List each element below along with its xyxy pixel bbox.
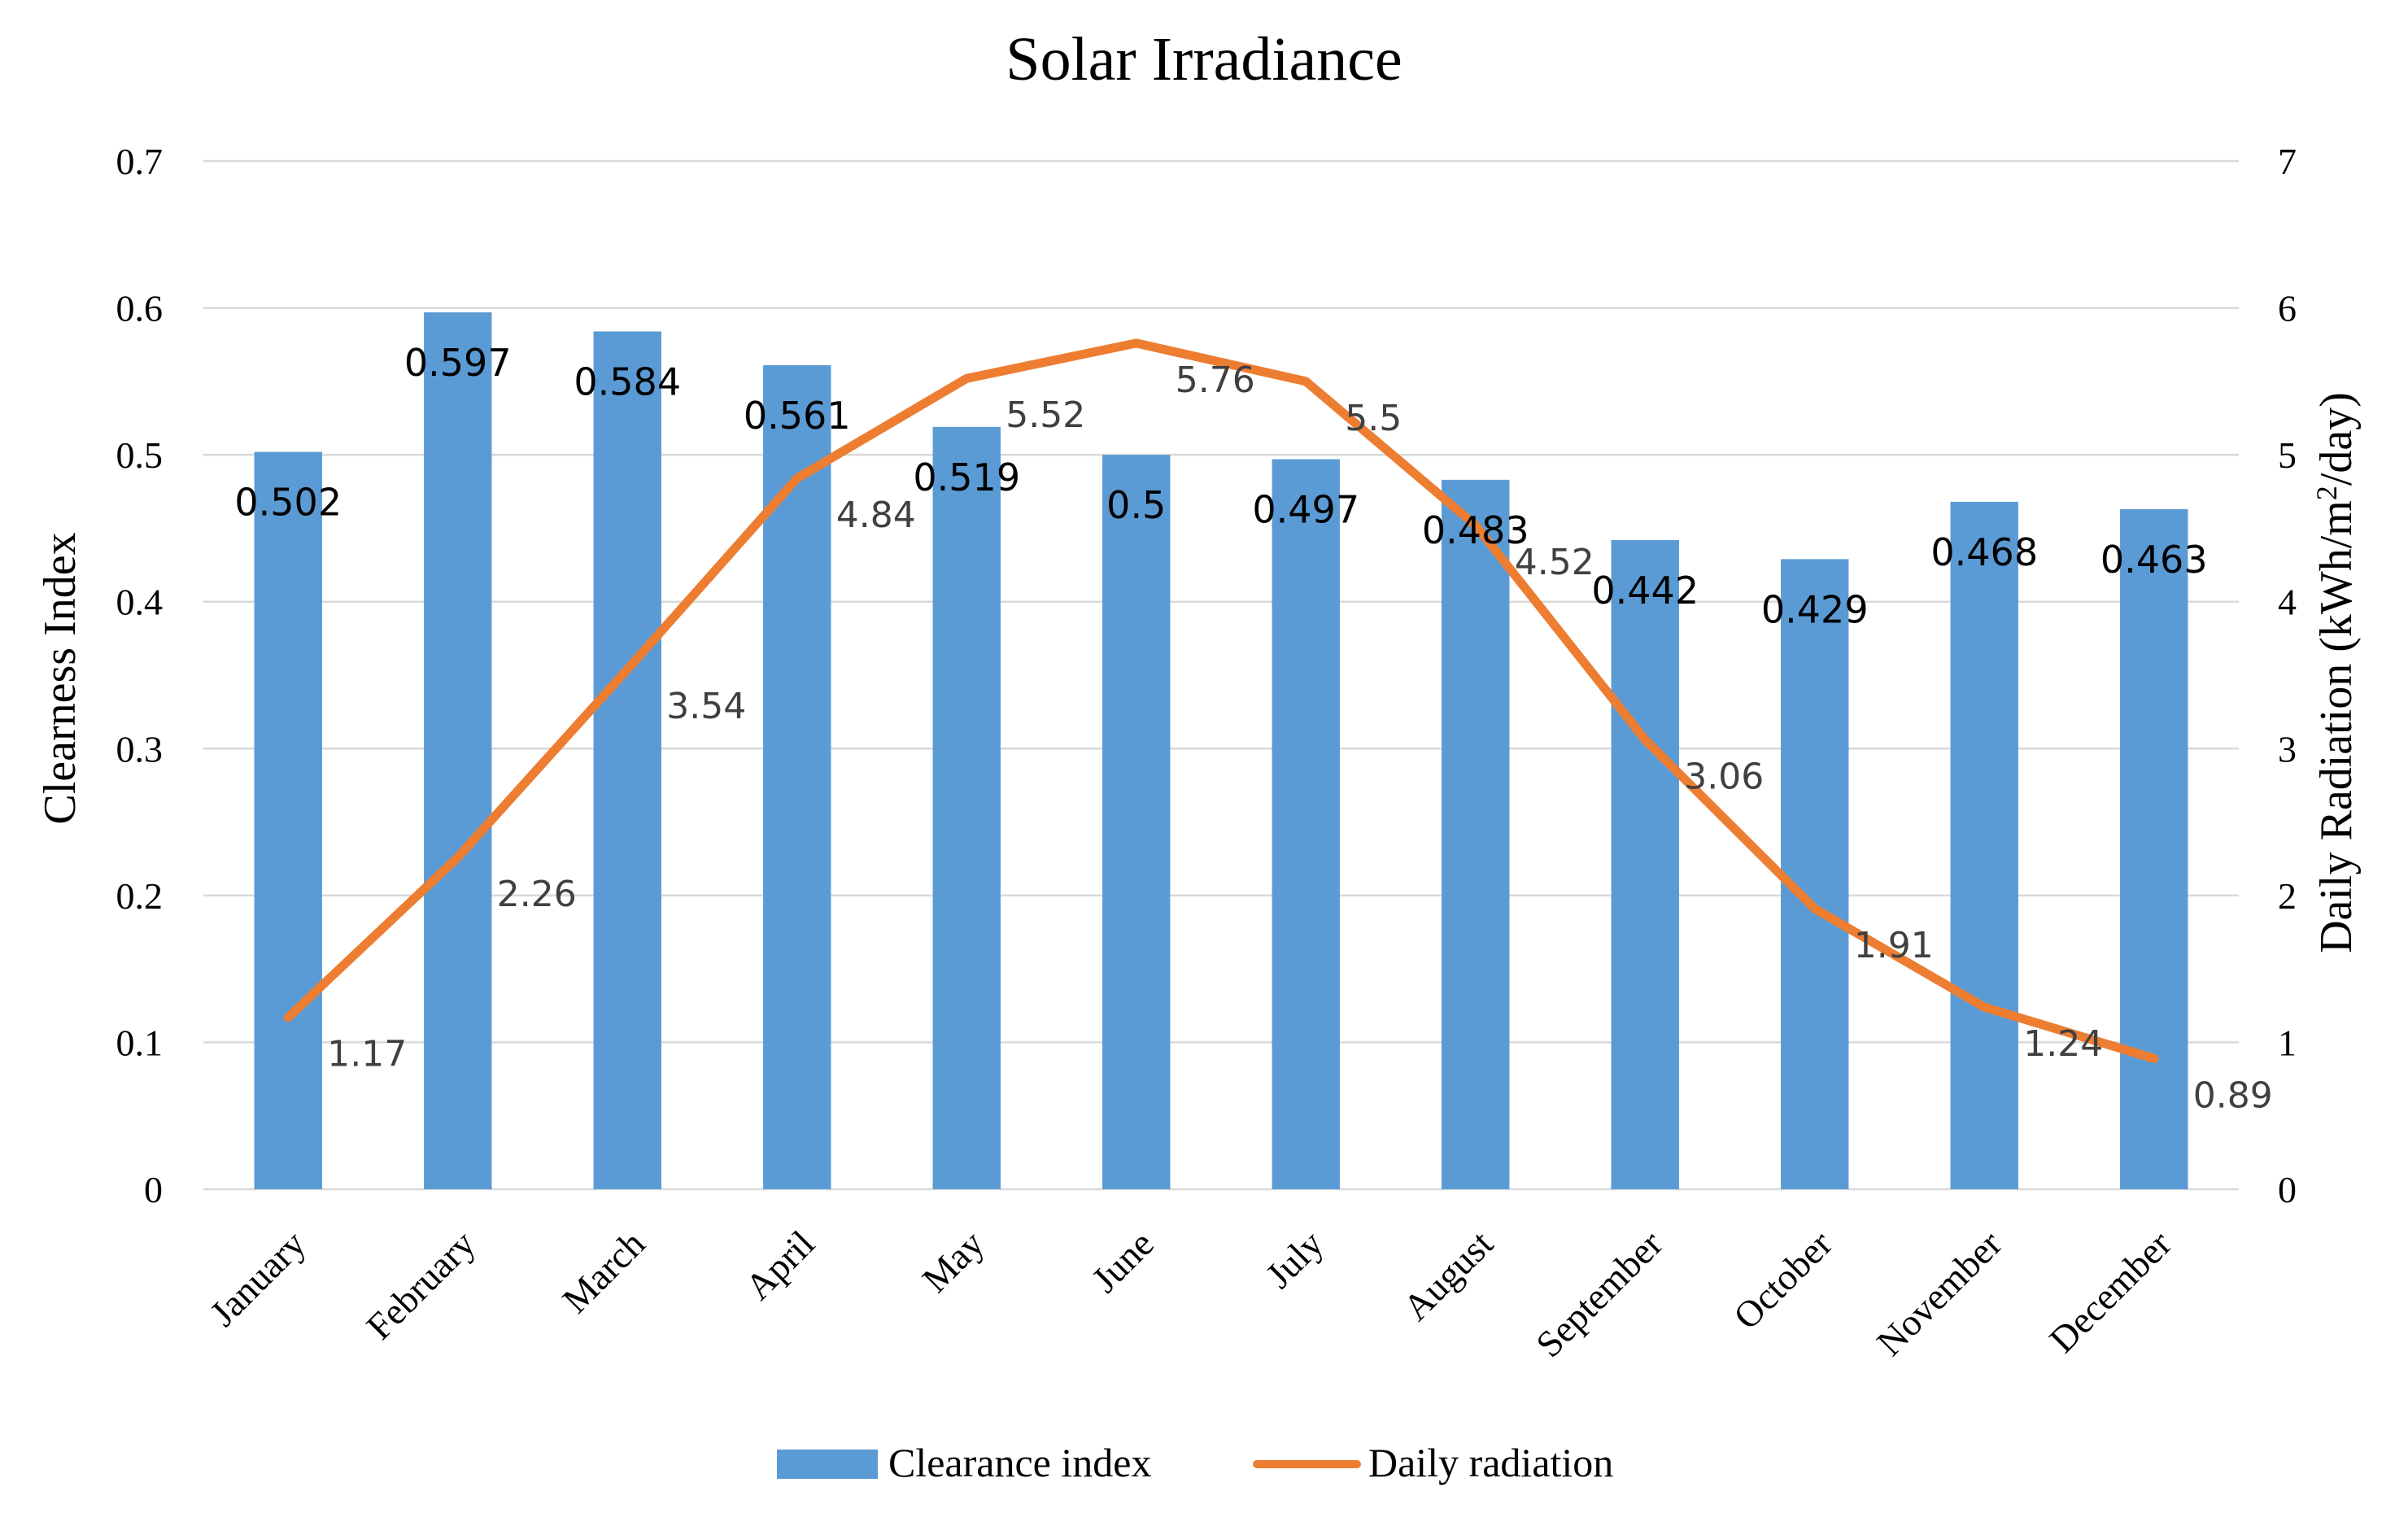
bar-value-label: 0.442 [1591,569,1699,613]
line-value-label: 0.89 [2193,1075,2273,1116]
gridlines [203,159,2239,1191]
left-tick-label: 0.5 [116,434,164,476]
category-label: April [737,1223,822,1308]
left-tick-label: 0.6 [116,288,164,329]
bar-value-label: 0.519 [913,456,1020,499]
bar-value-label: 0.463 [2100,538,2208,582]
bar-value-label: 0.468 [1930,530,2038,574]
line-value-label: 1.17 [327,1034,407,1075]
left-tick-label: 0.2 [116,875,164,917]
right-axis-title-unit-end: /day) [2311,392,2362,486]
left-tick-label: 0.7 [116,141,164,182]
bar-september [1611,539,1679,1189]
line-value-label: 2.26 [497,874,577,915]
line-value-label: 1.91 [1854,925,1934,966]
line-value-label: 3.06 [1684,756,1764,797]
category-label: March [554,1223,652,1321]
bar-october [1781,559,1849,1189]
daily-radiation-line [283,338,2159,1063]
category-label: December [2041,1223,2179,1361]
bar-value-label: 0.561 [744,394,851,438]
right-tick-label: 0 [2278,1169,2297,1210]
line-value-label: 5.5 [1345,398,1402,439]
line-value-label: 5.52 [1006,395,1085,436]
bar-value-label: 0.584 [574,360,681,403]
bar-value-label: 0.429 [1761,587,1869,631]
line-value-label: 4.84 [836,495,916,536]
clearance-index-bars [254,312,2188,1190]
bar-value-label: 0.502 [234,481,342,525]
category-label: September [1528,1223,1670,1365]
right-tick-label: 7 [2278,141,2297,182]
bar-august [1442,479,1510,1189]
bar-may [932,426,1001,1189]
category-label: January [202,1223,313,1334]
legend-label-clearance-index: Clearance index [888,1440,1151,1485]
bar-january [254,451,322,1189]
bar-november [1950,501,2018,1189]
category-label: July [1258,1223,1331,1296]
right-axis-title-main: Daily Radiation (kWh/m [2311,500,2362,953]
left-axis-title: Clearness Index [35,532,85,824]
left-tick-label: 0.1 [116,1022,164,1063]
bar-value-label: 0.5 [1106,483,1166,527]
daily-radiation-data-labels: 1.17 2.26 3.54 4.84 5.52 5.76 5.5 4.52 3.06 1.91 1… [327,360,2272,1116]
bar-july [1272,459,1340,1189]
bar-december [2120,508,2188,1189]
bar-june [1102,455,1171,1189]
right-tick-label: 2 [2278,875,2297,917]
right-tick-label: 5 [2278,434,2297,476]
left-tick-label: 0 [144,1169,163,1210]
line-value-label: 1.24 [2023,1023,2103,1065]
left-tick-label: 0.4 [116,582,164,623]
x-axis-category-labels: January February March April May June July Augu… [202,1223,2179,1365]
bar-value-label: 0.497 [1252,488,1359,532]
category-label: February [358,1223,482,1347]
clearance-index-data-labels: 0.502 0.597 0.584 0.561 0.519 0.5 0.497 0.483 0.… [234,341,2207,631]
line-value-label: 3.54 [666,686,746,727]
legend: Clearance index Daily radiation [777,1440,1613,1485]
legend-label-daily-radiation: Daily radiation [1368,1440,1613,1485]
category-label: June [1084,1223,1162,1301]
bar-value-label: 0.483 [1422,508,1529,552]
line-value-label: 5.76 [1176,360,1255,401]
legend-swatch-clearance-index [777,1450,878,1479]
right-axis-ticks: 0 1 2 3 4 5 6 7 [2278,141,2297,1210]
right-axis-title: Daily Radiation (kWh/m2/day) [2310,392,2362,953]
bar-april [763,364,831,1190]
right-axis-title-superscript: 2 [2310,486,2343,500]
line-value-label: 4.52 [1515,542,1594,583]
right-tick-label: 1 [2278,1022,2297,1063]
right-tick-label: 6 [2278,288,2297,329]
right-tick-label: 4 [2278,582,2297,623]
bar-march [593,331,661,1189]
category-label: October [1725,1223,1840,1337]
daily-radiation-line-group [283,338,2159,1063]
left-tick-label: 0.3 [116,728,164,770]
chart-title: Solar Irradiance [1006,25,1402,94]
category-label: November [1869,1223,2009,1363]
category-label: May [914,1223,992,1301]
left-axis-ticks: 0 0.1 0.2 0.3 0.4 0.5 0.6 0.7 [116,141,164,1210]
category-label: August [1395,1223,1501,1328]
bar-value-label: 0.597 [404,341,512,385]
right-tick-label: 3 [2278,728,2297,770]
bar-february [424,312,492,1190]
